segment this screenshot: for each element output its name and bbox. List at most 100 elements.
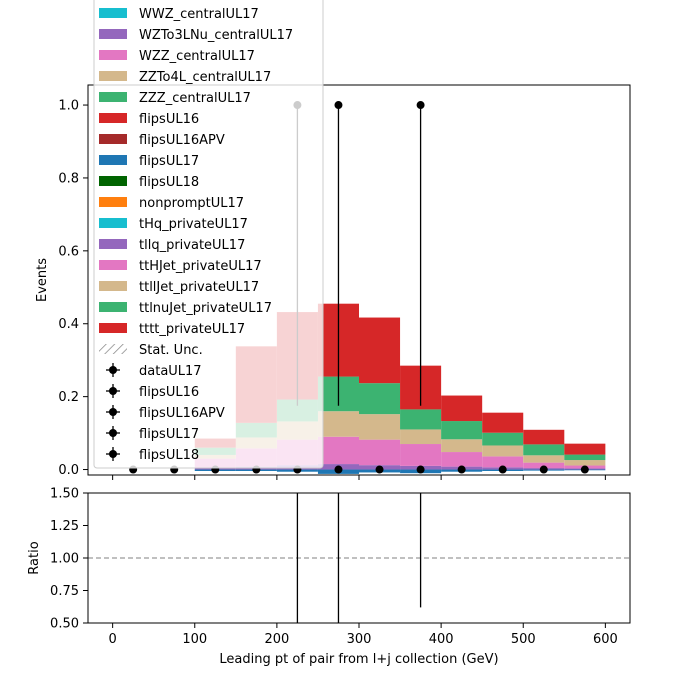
ratio-ytick-label-3: 1.25 [50,519,79,534]
legend-entry-21-marker [109,450,117,458]
legend-entry-3-label: ZZTo4L_centralUL17 [139,70,271,85]
legend-entry-4-label: ZZZ_centralUL17 [139,91,251,106]
ratio-xtick-label-0: 0 [108,632,116,647]
bar-ttlljet-privateul17-bin-8 [441,439,483,453]
legend-entry-5-label: flipsUL16 [139,112,199,127]
legend-entry-10-swatch [99,218,127,228]
bar-ttlljet-privateul17-bin-5 [317,411,359,437]
bar-ttlljet-privateul17-bin-9 [482,445,524,457]
legend-entry-21-label: flipsUL18 [139,448,199,463]
legend-entry-18-label: flipsUL16 [139,385,199,400]
bar-tttt-privateul17-bin-6 [359,317,401,384]
ratio-xtick-label-1: 100 [182,632,207,647]
legend-entry-2-label: WZZ_centralUL17 [139,49,255,64]
bar-tttt-privateul17-bin-11 [564,443,606,455]
legend-entry-15-label: tttt_privateUL17 [139,322,245,337]
legend-entry-7-label: flipsUL17 [139,154,199,169]
data-point-11 [580,465,589,474]
legend-entry-19-label: flipsUL16APV [139,406,225,421]
legend-entry-13-swatch [99,281,127,291]
legend-entry-0-swatch [99,8,127,18]
ratio-panel: 0.50 0.75 1.00 1.25 1.50 0 100 200 300 400 500 600 [50,487,631,647]
data-point-9 [498,465,507,474]
legend-entry-18-marker [109,387,117,395]
ratio-xtick-label-5: 500 [511,632,536,647]
ratio-xtick-label-3: 300 [347,632,372,647]
ratio-ytick-label-2: 1.00 [50,552,79,567]
bar-ttlljet-privateul17-bin-7 [400,429,442,445]
legend-entry-19-marker [109,408,117,416]
bar-tthjet-privateul17-bin-5 [317,436,359,465]
legend-entry-12-swatch [99,260,127,270]
events-ytick-label-5: 1.0 [58,99,79,114]
data-point-7 [416,465,425,474]
legend-entry-8-swatch [99,176,127,186]
legend-entry-15-swatch [99,323,127,333]
bar-ttlnujet-privateul17-bin-10 [523,444,565,456]
legend-entry-17-marker [109,366,117,374]
data-marker-high-1 [334,101,343,110]
legend-entry-16-label: Stat. Unc. [139,343,203,358]
ratio-xtick-label-2: 200 [264,632,289,647]
legend-entry-6-label: flipsUL16APV [139,133,225,148]
legend-entry-16-swatch [99,344,127,354]
ratio-ytick-label-1: 0.75 [50,584,79,599]
legend-entry-13-label: ttllJet_privateUL17 [139,280,259,295]
legend-entry-17-label: dataUL17 [139,364,202,379]
legend-entry-7-swatch [99,155,127,165]
legend-entry-4-swatch [99,92,127,102]
legend-entry-0-label: WWZ_centralUL17 [139,7,259,22]
bar-tttt-privateul17-bin-10 [523,429,565,445]
legend-entry-1-label: WZTo3LNu_centralUL17 [139,28,293,43]
legend-entry-2-swatch [99,50,127,60]
bar-tttt-privateul17-bin-9 [482,412,524,433]
legend-entry-20-label: flipsUL17 [139,427,199,442]
bar-ttlnujet-privateul17-bin-9 [482,432,524,446]
legend: WWZ_centralUL17 WZTo3LNu_centralUL17 WZZ_c… [93,0,324,469]
ratio-xtick-label-6: 600 [593,632,618,647]
legend-entry-6-swatch [99,134,127,144]
legend-entry-8-label: flipsUL18 [139,175,199,190]
legend-entry-11-label: tllq_privateUL17 [139,238,245,253]
bar-ttlnujet-privateul17-bin-11 [564,454,606,461]
events-axis-title: Events [35,258,50,302]
bar-ttlnujet-privateul17-bin-7 [400,409,442,430]
legend-entry-10-label: tHq_privateUL17 [139,217,248,232]
bar-ttlljet-privateul17-bin-10 [523,455,565,463]
events-ytick-label-2: 0.4 [58,317,79,332]
bar-tttt-privateul17-bin-8 [441,395,483,422]
legend-entry-11-swatch [99,239,127,249]
bar-ttlnujet-privateul17-bin-6 [359,383,401,415]
legend-entry-12-label: ttHJet_privateUL17 [139,259,262,274]
data-point-6 [375,465,384,474]
ratio-axis-title: Ratio [27,541,42,574]
events-ytick-label-0: 0.0 [58,463,79,478]
legend-entry-9-label: nonpromptUL17 [139,196,244,211]
data-point-5 [334,465,343,474]
bar-tthjet-privateul17-bin-9 [482,456,524,468]
bar-tthjet-privateul17-bin-10 [523,462,565,469]
data-point-10 [539,465,548,474]
legend-entry-14-swatch [99,302,127,312]
bar-tthjet-privateul17-bin-7 [400,444,442,466]
legend-box [93,0,324,469]
bar-ttlljet-privateul17-bin-6 [359,414,401,440]
legend-entry-20-marker [109,429,117,437]
legend-entry-9-swatch [99,197,127,207]
legend-entry-1-swatch [99,29,127,39]
bar-tthjet-privateul17-bin-8 [441,452,483,467]
ratio-ytick-label-4: 1.50 [50,487,79,502]
legend-entry-14-label: ttlnuJet_privateUL17 [139,301,272,316]
events-ytick-label-3: 0.6 [58,244,79,259]
events-ytick-label-1: 0.2 [58,390,79,405]
events-ytick-label-4: 0.8 [58,171,79,186]
ratio-ytick-label-0: 0.50 [50,617,79,632]
bar-ttlljet-privateul17-bin-11 [564,460,606,466]
bar-tthjet-privateul17-bin-6 [359,439,401,466]
legend-entry-5-swatch [99,113,127,123]
ratio-xtick-label-4: 400 [429,632,454,647]
bar-ttlnujet-privateul17-bin-8 [441,421,483,440]
data-point-8 [457,465,466,474]
x-axis-title: Leading pt of pair from l+j collection (… [219,652,498,667]
